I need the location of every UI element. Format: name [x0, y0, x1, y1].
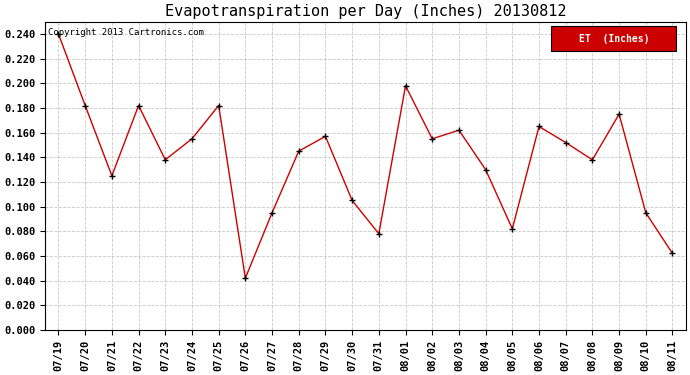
Text: Copyright 2013 Cartronics.com: Copyright 2013 Cartronics.com: [48, 28, 204, 37]
FancyBboxPatch shape: [551, 26, 676, 51]
Text: ET  (Inches): ET (Inches): [578, 34, 649, 44]
Title: Evapotranspiration per Day (Inches) 20130812: Evapotranspiration per Day (Inches) 2013…: [165, 4, 566, 19]
